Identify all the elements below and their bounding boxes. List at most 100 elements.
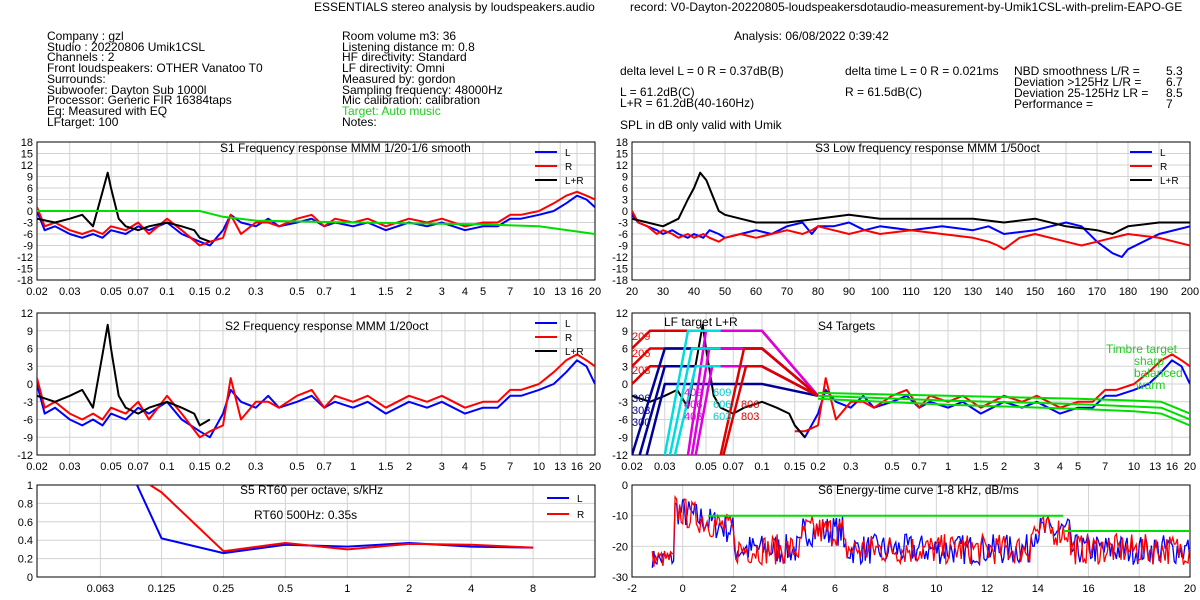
x-tick-label: 1	[350, 461, 356, 473]
x-tick-label: 1	[945, 461, 951, 473]
x-tick-label: 0.02	[26, 461, 47, 473]
lf-target-code: 206	[632, 348, 650, 360]
legend-label: L	[1160, 148, 1166, 159]
series-r	[632, 210, 1190, 251]
lf-target-code: 300	[632, 417, 650, 429]
x-tick-label: 160	[1057, 286, 1075, 298]
series-r	[37, 353, 595, 439]
info-subwoofer: Subwoofer: Dayton Sub 1000l	[47, 82, 207, 97]
y-tick-label: -9	[618, 241, 628, 253]
y-tick-label: -20	[612, 541, 628, 553]
x-tick-label: 8	[883, 583, 889, 595]
spl-note: SPL in dB only valid with Umik	[620, 118, 782, 132]
y-tick-label: 0	[27, 572, 33, 584]
delta-time: delta time L = 0 R = 0.021ms	[845, 64, 999, 78]
chart-title: S1 Frequency response MMM 1/20-1/6 smoot…	[220, 141, 471, 155]
y-tick-label: 9	[27, 326, 33, 338]
x-tick-label: 0.03	[59, 286, 80, 298]
y-tick-label: -9	[23, 432, 33, 444]
x-tick-label: 0.5	[289, 461, 304, 473]
x-tick-label: 200	[1181, 286, 1199, 298]
x-tick-label: 7	[507, 286, 513, 298]
x-tick-label: 0.02	[26, 286, 47, 298]
chart-s2: 0.02 0.03 0.05 0.07 0.1 0.15 0.2 0.3 0.5 0.7 1 1.5 2…	[17, 308, 601, 473]
plot-area	[632, 171, 1190, 258]
series-lf-300	[645, 382, 819, 455]
y-tick-label: -12	[612, 252, 628, 264]
x-tick-label: 14	[1032, 583, 1044, 595]
chart-s5: 0.063 0.125 0.25 0.5 1 2 4 8 0 0.2 0.4 0.6 0.8 1 S5 RT…	[18, 480, 596, 595]
x-tick-label: 4	[781, 583, 787, 595]
dev-hi-value: 6.7	[1166, 75, 1183, 89]
lf-target-code: 606	[713, 399, 731, 411]
lf-target-code: 803	[741, 411, 759, 423]
x-tick-label: 60	[750, 286, 762, 298]
x-tick-label: 170	[1088, 286, 1106, 298]
x-tick-label: 5	[480, 461, 486, 473]
x-tick-label: 20	[626, 286, 638, 298]
x-tick-label: 13	[1149, 461, 1161, 473]
y-tick-label: -3	[618, 397, 628, 409]
x-tick-label: 10	[930, 583, 942, 595]
info-lftarget: LFtarget: 100	[47, 114, 119, 129]
info-notes: Notes:	[342, 114, 377, 129]
x-tick-label: 0.7	[317, 461, 332, 473]
legend-label: R	[1160, 162, 1167, 173]
lf-target-code: 409	[684, 387, 702, 399]
x-tick-label: 0.1	[159, 461, 174, 473]
x-tick-label: 0.5	[289, 286, 304, 298]
dev-lo-value: 8.5	[1166, 86, 1183, 100]
x-tick-label: 0.15	[189, 461, 210, 473]
x-tick-label: 0.07	[127, 461, 148, 473]
x-tick-label: 0.05	[100, 286, 121, 298]
timbre-label: Timbre target	[1106, 342, 1178, 356]
series-l-r	[37, 171, 211, 243]
x-tick-label: -2	[627, 583, 637, 595]
y-tick-label: 15	[616, 149, 628, 161]
x-tick-label: 50	[719, 286, 731, 298]
x-tick-label: 13	[554, 461, 566, 473]
x-tick-label: 12	[981, 583, 993, 595]
series-l	[794, 359, 1190, 439]
series-r	[149, 485, 534, 553]
y-tick-label: 0	[27, 379, 33, 391]
nbd-label: NBD smoothness L/R =	[1014, 64, 1140, 78]
y-tick-label: -12	[17, 252, 33, 264]
info-lf-directivity: LF directivity: Omni	[342, 61, 445, 76]
legend-label: L	[565, 319, 571, 330]
series-l	[632, 214, 1190, 258]
delta-level: delta level L = 0 R = 0.37dB(B)	[620, 64, 784, 78]
y-tick-label: 12	[616, 308, 628, 320]
series-lf-806	[719, 347, 819, 455]
y-tick-label: 0	[27, 206, 33, 218]
y-tick-label: 12	[21, 160, 33, 172]
x-tick-label: 0	[680, 583, 686, 595]
plot-area	[632, 323, 1190, 455]
x-tick-label: 1.5	[973, 461, 988, 473]
lf-target-code: 306	[632, 393, 650, 405]
chart-title: S4 Targets	[818, 319, 875, 333]
x-tick-label: 0.2	[215, 461, 230, 473]
timbre-label: sharp	[1134, 354, 1164, 368]
y-tick-label: 0.8	[18, 498, 33, 510]
x-tick-label: 3	[439, 286, 445, 298]
y-tick-label: 0	[622, 206, 628, 218]
perf-value: 7	[1166, 97, 1173, 111]
series-lf-803	[722, 365, 819, 455]
legend-label: L+R	[565, 176, 584, 187]
y-tick-label: -12	[612, 450, 628, 462]
lf-target-code: 609	[713, 387, 731, 399]
info-mid: Room volume m3: 36 Listening distance m:…	[342, 29, 503, 129]
y-tick-label: -6	[23, 415, 33, 427]
y-tick-label: 9	[622, 172, 628, 184]
x-tick-label: 0.2	[810, 461, 825, 473]
info-room-volume: Room volume m3: 36	[342, 29, 457, 43]
info-listening-distance: Listening distance m: 0.8	[342, 39, 475, 54]
series-lf-409	[686, 329, 819, 455]
series-l-r	[632, 323, 806, 438]
x-tick-label: 0.03	[59, 461, 80, 473]
timbre-label: warm	[1135, 378, 1165, 392]
x-tick-label: 16	[1166, 461, 1178, 473]
chart-title: S3 Low frequency response MMM 1/50oct	[815, 141, 1040, 155]
x-tick-label: 18	[1133, 583, 1145, 595]
